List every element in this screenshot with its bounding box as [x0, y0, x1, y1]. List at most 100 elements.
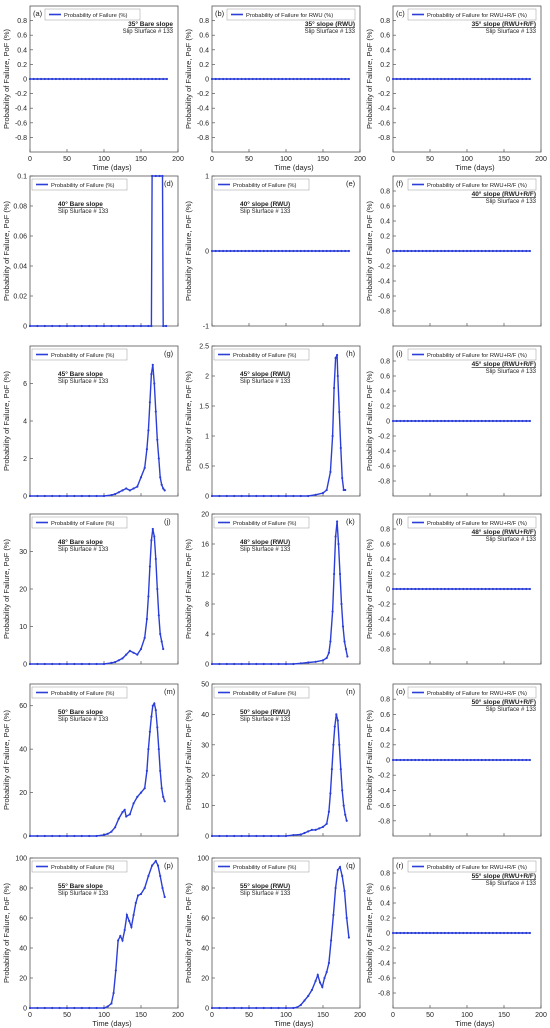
data-point — [134, 901, 137, 905]
y-tick-label: 0 — [205, 249, 209, 256]
data-point — [484, 931, 487, 935]
data-point — [528, 587, 532, 591]
data-point — [233, 249, 236, 253]
panel-label: (j) — [164, 517, 171, 526]
data-point — [307, 830, 310, 833]
data-point — [266, 249, 269, 253]
data-point — [156, 587, 159, 591]
data-point — [114, 493, 117, 496]
data-point — [514, 931, 517, 935]
data-point — [399, 77, 402, 81]
data-point — [247, 77, 251, 81]
data-point — [307, 77, 310, 81]
data-point — [399, 931, 402, 935]
data-point — [40, 77, 43, 81]
data-point — [125, 487, 128, 490]
chart-title: 48° slope (RWU+R/F) — [472, 528, 536, 536]
data-point — [406, 758, 409, 762]
y-tick-label: 100 — [197, 856, 209, 863]
data-point — [102, 833, 106, 837]
data-point — [161, 174, 164, 178]
x-axis-label: Time (days) — [92, 1019, 132, 1028]
data-point — [344, 488, 347, 492]
data-point — [514, 419, 517, 423]
data-point — [156, 438, 159, 441]
data-point — [58, 834, 61, 838]
data-point — [425, 249, 428, 253]
data-point — [436, 249, 439, 253]
series-line — [30, 859, 166, 1009]
y-tick-label: 0.6 — [380, 712, 390, 719]
data-point — [425, 758, 428, 762]
chart-panel-f: -0.8 -0.6 -0.4 -0.2 0 0.2 0.4 0.6 0.8 Probability… — [365, 175, 542, 327]
data-point — [410, 758, 413, 762]
data-point — [391, 77, 395, 81]
data-point — [510, 249, 513, 253]
plot-frame — [211, 857, 361, 1009]
legend-box — [407, 686, 537, 699]
data-point — [465, 77, 469, 81]
data-point — [210, 77, 214, 81]
data-point — [477, 77, 480, 81]
data-point — [336, 77, 339, 81]
data-point — [132, 802, 135, 805]
x-tick-label: 150 — [498, 156, 510, 163]
y-tick-label: 0.06 — [13, 234, 27, 241]
data-point — [88, 662, 91, 666]
data-point — [403, 931, 406, 935]
data-point — [210, 494, 214, 498]
data-point — [84, 77, 87, 81]
data-point — [233, 494, 236, 498]
data-point — [321, 659, 325, 662]
data-point — [51, 324, 54, 328]
data-point — [296, 249, 299, 253]
data-point — [340, 602, 343, 606]
data-point — [421, 758, 424, 762]
y-tick-label: 0 — [386, 931, 390, 938]
data-point — [425, 77, 428, 81]
data-point — [240, 77, 243, 81]
panel-label: (i) — [396, 349, 403, 358]
y-axis-label: Probability of Failure, PoF (%) — [2, 538, 11, 639]
data-point — [414, 931, 417, 935]
data-point — [528, 758, 532, 762]
data-point — [28, 662, 32, 666]
y-tick-label: -0.8 — [378, 309, 390, 316]
data-point — [114, 826, 117, 829]
chart-panel-p: 0 20 40 60 80 100 0 50 100 150 200 Probability of F… — [2, 856, 184, 1028]
data-point — [341, 789, 344, 792]
y-tick-label: -0.6 — [197, 120, 209, 127]
chart-subtitle: Slip Slurface # 133 — [58, 891, 109, 897]
data-point — [451, 249, 454, 253]
y-tick-label: -0.6 — [378, 294, 390, 301]
legend-label: Probability of Failure (%) — [64, 13, 128, 19]
data-point — [117, 817, 120, 820]
data-point — [436, 587, 439, 591]
y-tick-label: 40 — [201, 712, 209, 719]
data-point — [469, 249, 472, 253]
data-point — [491, 931, 494, 935]
y-tick-label: -0.8 — [378, 479, 390, 486]
data-point — [58, 324, 61, 328]
data-point — [414, 419, 417, 423]
y-tick-label: -0.2 — [378, 434, 390, 441]
data-point — [432, 77, 435, 81]
x-tick-label: 150 — [135, 156, 147, 163]
data-point — [334, 886, 337, 890]
data-point — [414, 587, 417, 591]
data-point — [277, 834, 280, 838]
data-point — [506, 931, 509, 935]
data-point — [136, 894, 140, 897]
data-point — [270, 249, 273, 253]
data-point — [65, 662, 69, 666]
data-point — [28, 1006, 32, 1010]
data-point — [528, 419, 532, 423]
data-point — [36, 662, 39, 666]
series-line — [30, 364, 166, 497]
data-point — [395, 77, 398, 81]
data-point — [148, 730, 151, 733]
chart-subtitle: Slip Slurface # 133 — [58, 547, 109, 553]
data-point — [58, 1006, 61, 1010]
data-point — [240, 662, 243, 666]
y-tick-label: 0.2 — [17, 62, 27, 69]
